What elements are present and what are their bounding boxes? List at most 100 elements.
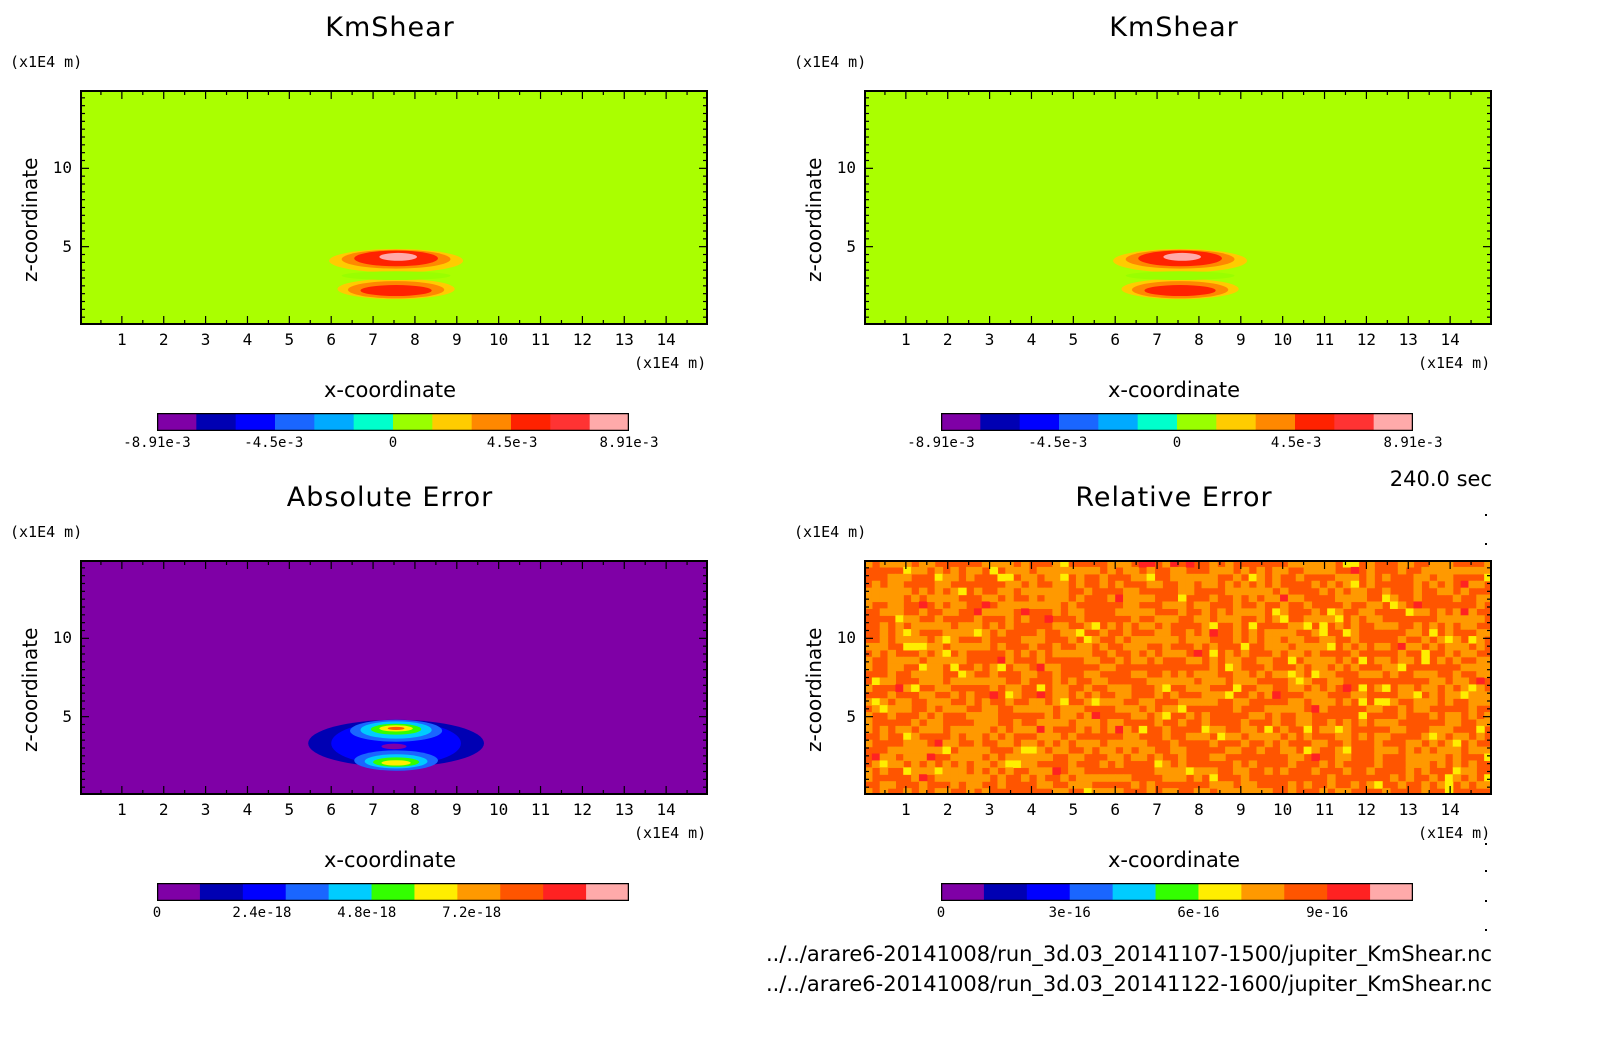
error-cell	[1444, 580, 1454, 589]
error-cell	[1068, 760, 1077, 768]
error-cell	[1217, 753, 1226, 762]
error-cell	[1146, 649, 1156, 658]
error-cell	[1256, 566, 1265, 575]
error-cell	[1397, 705, 1407, 713]
error-cell	[1225, 691, 1234, 699]
error-cell	[1170, 705, 1179, 713]
colorbar-tick-label: 0	[936, 905, 946, 921]
error-cell	[911, 684, 920, 692]
error-cell	[887, 608, 896, 616]
error-cell	[1327, 684, 1336, 692]
error-cell	[1021, 705, 1030, 713]
error-cell	[1374, 781, 1383, 789]
error-cell	[1460, 642, 1470, 651]
error-cell	[1162, 684, 1171, 692]
error-cell	[1185, 712, 1195, 720]
error-cell	[1083, 566, 1093, 575]
error-cell	[903, 788, 912, 795]
error-cell	[1303, 566, 1313, 575]
error-cell	[1421, 698, 1430, 706]
error-cell	[989, 663, 999, 672]
error-cell	[1225, 746, 1234, 755]
error-cell	[1060, 573, 1069, 582]
error-cell	[1075, 774, 1085, 782]
error-cell	[1476, 594, 1485, 603]
error-cell	[1178, 774, 1187, 782]
error-cell	[1021, 746, 1030, 755]
error-cell	[1209, 642, 1218, 651]
error-cell	[1075, 753, 1085, 762]
x-unit-label: (x1E4 m)	[1418, 354, 1491, 372]
x-tick-label: 6	[326, 800, 337, 819]
error-cell	[887, 663, 896, 672]
error-cell	[1146, 594, 1156, 603]
error-cell	[918, 725, 928, 734]
error-cell	[997, 560, 1006, 568]
error-cell	[926, 760, 936, 768]
error-cell	[903, 656, 912, 665]
error-cell	[973, 781, 983, 789]
error-cell	[1044, 718, 1053, 727]
error-cell	[1468, 705, 1477, 713]
error-cell	[981, 677, 991, 686]
error-cell	[950, 774, 959, 782]
error-cell	[1036, 705, 1046, 713]
error-cell	[1138, 560, 1148, 568]
contour-upper-peak	[379, 252, 418, 261]
error-cell	[1123, 594, 1132, 603]
error-cell	[1130, 636, 1140, 644]
x-tick-label: 12	[1356, 330, 1377, 349]
error-cell	[1107, 718, 1116, 727]
error-cell	[926, 698, 936, 706]
error-cell	[1444, 718, 1454, 727]
error-cell	[1028, 767, 1038, 775]
error-cell	[1272, 594, 1281, 603]
error-cell	[1209, 670, 1218, 679]
error-cell	[1437, 753, 1446, 762]
error-cell	[871, 760, 881, 768]
error-cell	[1201, 691, 1210, 699]
error-cell	[1123, 705, 1132, 713]
error-cell	[1209, 781, 1218, 789]
error-cell	[1005, 691, 1014, 699]
error-cell	[1327, 781, 1336, 789]
error-cell	[1201, 670, 1210, 679]
error-cell	[1389, 601, 1399, 609]
error-cell	[1452, 677, 1462, 686]
error-cell	[1405, 642, 1415, 651]
error-cell	[1075, 594, 1085, 603]
error-cell	[1476, 615, 1485, 623]
error-cell	[1295, 753, 1305, 762]
error-cell	[1201, 622, 1210, 630]
error-cell	[942, 684, 951, 692]
error-cell	[879, 698, 889, 706]
error-cell	[887, 573, 896, 582]
error-cell	[1068, 677, 1077, 686]
error-cell	[1437, 725, 1446, 734]
error-cell	[1115, 594, 1124, 603]
error-cell	[1225, 732, 1234, 741]
colorbar	[157, 413, 629, 431]
error-cell	[997, 677, 1006, 686]
error-cell	[981, 629, 991, 637]
error-cell	[1342, 629, 1352, 637]
heatmap-plot	[80, 560, 708, 795]
error-cell	[1005, 566, 1014, 575]
x-tick-label: 13	[614, 800, 634, 819]
error-cell	[1264, 725, 1273, 734]
error-cell	[1013, 691, 1022, 699]
error-cell	[1068, 732, 1077, 741]
error-cell	[1366, 615, 1375, 623]
error-cell	[864, 560, 873, 568]
error-cell	[1319, 560, 1328, 568]
error-cell	[1036, 663, 1046, 672]
error-cell	[1311, 580, 1320, 589]
error-cell	[1185, 732, 1195, 741]
error-cell	[926, 622, 936, 630]
x-tick-label: 4	[1026, 800, 1037, 819]
error-cell	[942, 698, 951, 706]
error-cell	[1201, 615, 1210, 623]
error-cell	[879, 636, 889, 644]
error-cell	[1013, 725, 1022, 734]
error-cell	[1036, 698, 1046, 706]
